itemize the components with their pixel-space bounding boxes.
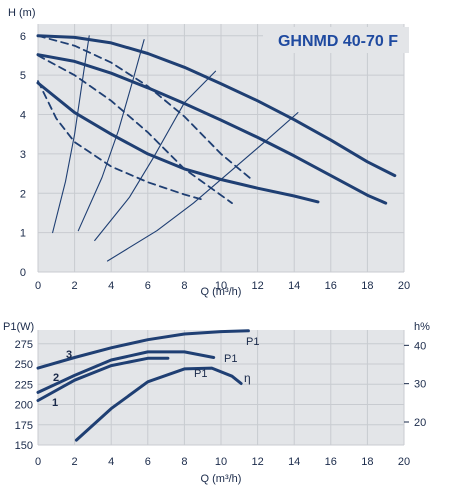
power-x-tick-label: 0 [35, 456, 41, 468]
power-y-tick-label: 200 [15, 400, 33, 412]
curve-label-2: 2 [53, 372, 59, 384]
power-y-tick-label: 250 [15, 359, 33, 371]
power-y-axis-label: P1(W) [3, 321, 34, 333]
head-x-tick-label: 0 [35, 280, 41, 292]
head-series [36, 34, 397, 262]
head-curve-thin-6 [52, 35, 90, 234]
power-y-tick-label: 225 [15, 379, 33, 391]
head-curve-solid-0 [36, 34, 397, 178]
efficiency-y-tick-label: 20 [414, 417, 426, 429]
head-x-tick-label: 16 [325, 280, 337, 292]
head-curve-thin-7 [77, 39, 145, 232]
power-grid [37, 330, 405, 446]
power-x-tick-label: 2 [72, 456, 78, 468]
head-x-tick-label: 2 [72, 280, 78, 292]
head-curve-thin-8 [94, 70, 217, 242]
head-y-tick-label: 1 [20, 228, 26, 240]
power-ticks: 0 2 4 6 8 10 12 14 16 18 2015017520022525027520304… [15, 339, 427, 468]
series-label-p1-middle: P1 [224, 353, 237, 365]
power-curve-0 [36, 329, 250, 370]
power-x-tick-label: 18 [361, 456, 373, 468]
head-curve-thin-9 [106, 112, 299, 262]
power-y-tick-label: 175 [15, 420, 33, 432]
head-x-tick-label: 10 [215, 280, 227, 292]
title-box [263, 27, 409, 53]
power-x-tick-label: 12 [251, 456, 263, 468]
power-curve-2 [36, 356, 170, 402]
head-curve-solid-1 [36, 53, 388, 205]
chart-title: GHNMD 40-70 F [278, 33, 398, 50]
head-y-tick-label: 5 [20, 70, 26, 82]
head-curve-dashed-3 [37, 34, 252, 180]
power-x-tick-label: 20 [398, 456, 410, 468]
head-y-tick-label: 4 [20, 110, 26, 122]
power-y-tick-label: 150 [15, 440, 33, 452]
head-x-tick-label: 14 [288, 280, 300, 292]
series-label-eta: η [244, 371, 251, 385]
curve-label-3: 3 [66, 349, 72, 361]
head-x-tick-label: 12 [251, 280, 263, 292]
curve-label-1: 1 [52, 397, 58, 409]
head-x-tick-label: 6 [145, 280, 151, 292]
head-y-tick-label: 6 [20, 31, 26, 43]
efficiency-y-tick-label: 40 [414, 340, 426, 352]
head-x-axis-label: Q (m³/h) [201, 286, 242, 298]
head-y-axis-label: H (m) [8, 7, 36, 19]
power-x-tick-label: 16 [325, 456, 337, 468]
power-x-tick-label: 14 [288, 456, 300, 468]
head-curve-dashed-4 [37, 54, 233, 204]
head-y-tick-label: 3 [20, 149, 26, 161]
head-y-tick-label: 0 [20, 267, 26, 279]
power-x-tick-label: 4 [108, 456, 114, 468]
power-x-tick-label: 8 [181, 456, 187, 468]
series-label-p1-top: P1 [246, 336, 259, 348]
power-x-tick-label: 6 [145, 456, 151, 468]
head-x-tick-label: 4 [108, 280, 114, 292]
head-y-tick-label: 2 [20, 188, 26, 200]
power-series [36, 329, 250, 442]
efficiency-y-axis-label: h% [414, 321, 430, 333]
head-x-tick-label: 20 [398, 280, 410, 292]
power-x-axis-label: Q (m³/h) [201, 473, 242, 485]
efficiency-y-tick-label: 30 [414, 379, 426, 391]
power-efficiency-chart: 0 2 4 6 8 10 12 14 16 18 2015017520022525027520304… [3, 321, 430, 485]
power-y-tick-label: 275 [15, 339, 33, 351]
series-label-p1-bottom: P1 [194, 368, 207, 380]
head-curve-dashed-5 [37, 80, 202, 201]
power-curve-1 [36, 350, 216, 394]
efficiency-curve [74, 366, 243, 442]
head-x-tick-label: 18 [361, 280, 373, 292]
head-x-tick-label: 8 [181, 280, 187, 292]
power-x-tick-label: 10 [215, 456, 227, 468]
